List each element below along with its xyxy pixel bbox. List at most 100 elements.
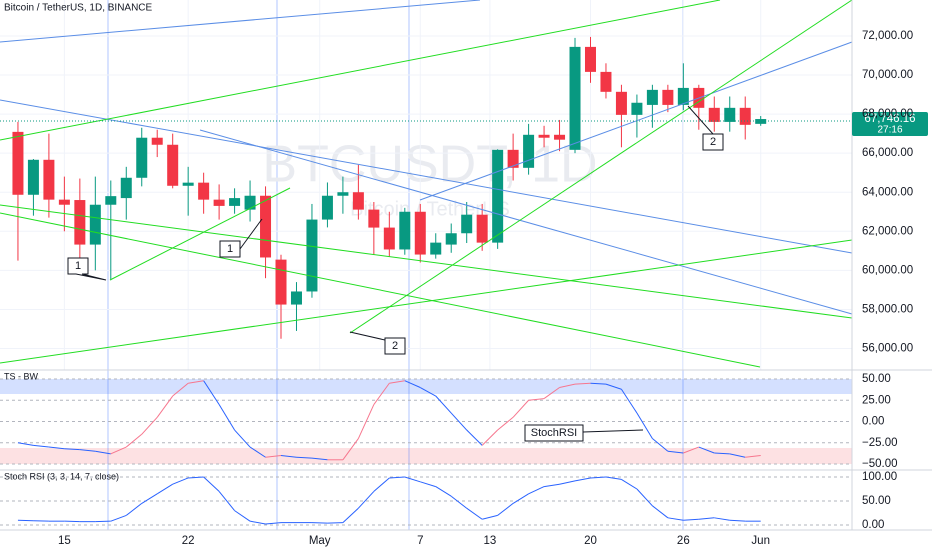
line-segment xyxy=(172,382,189,397)
line-segment xyxy=(342,507,359,523)
x-tick-label: 20 xyxy=(584,535,597,547)
line-segment xyxy=(95,450,111,455)
candle-body xyxy=(321,195,333,220)
candle-body xyxy=(229,198,241,206)
annotation: 2 xyxy=(710,136,716,148)
line-segment xyxy=(652,505,669,519)
line-segment xyxy=(636,412,653,439)
line-segment xyxy=(652,438,669,452)
line-segment xyxy=(683,518,699,521)
x-tick-label: 15 xyxy=(58,535,71,547)
line-segment xyxy=(311,457,328,461)
line-segment xyxy=(574,477,591,482)
y-tick-label: 72,000.00 xyxy=(862,30,913,42)
line-segment xyxy=(698,446,715,454)
line-segment xyxy=(698,517,715,520)
line-segment xyxy=(249,520,266,525)
line-segment xyxy=(64,448,80,451)
candle-body xyxy=(12,131,24,195)
candle-body xyxy=(492,149,504,243)
line-segment xyxy=(156,483,173,495)
candle-body xyxy=(213,199,225,206)
line-segment xyxy=(559,480,576,485)
annotation: StochRSI xyxy=(531,427,577,439)
line-segment xyxy=(110,514,127,522)
line-segment xyxy=(450,412,468,431)
watermark-symbol: BTCUSDT, 1D xyxy=(262,136,597,194)
annotation: 1 xyxy=(227,243,233,255)
line-segment xyxy=(574,382,591,385)
candle-body xyxy=(275,259,287,305)
x-tick-label: 26 xyxy=(677,535,690,547)
candle-body xyxy=(182,182,194,186)
candle-body xyxy=(368,209,380,228)
y-tick-label: 50.00 xyxy=(862,373,891,385)
candle-body xyxy=(507,149,519,168)
y-tick-label: −50.00 xyxy=(862,458,898,470)
line-segment xyxy=(683,446,699,454)
candle-body xyxy=(352,192,364,210)
line-segment xyxy=(435,486,452,497)
line-segment xyxy=(358,491,375,509)
candle-body xyxy=(290,291,302,305)
candle-body xyxy=(43,159,55,200)
y-tick-label: 68,000.00 xyxy=(862,108,913,120)
candle-body xyxy=(615,91,627,115)
overbought-band xyxy=(0,379,852,394)
line-segment xyxy=(667,450,684,454)
candle-body xyxy=(677,87,689,105)
candle-body xyxy=(708,107,720,122)
line-segment xyxy=(404,380,421,388)
y-tick-label: −25.00 xyxy=(862,437,898,449)
line-segment xyxy=(590,476,606,479)
line-segment xyxy=(48,446,65,450)
candle-body xyxy=(306,219,318,292)
line-segment xyxy=(172,477,189,485)
candle-body xyxy=(414,211,426,255)
line-segment xyxy=(33,444,49,448)
candle-body xyxy=(167,144,179,186)
y-tick-label: 50.00 xyxy=(862,495,891,507)
candle-body xyxy=(538,134,550,138)
chart-title: Bitcoin / TetherUS, 1D, BINANCE xyxy=(4,3,153,14)
line-segment xyxy=(296,456,312,459)
line-segment xyxy=(265,522,282,525)
y-tick-label: 62,000.00 xyxy=(862,225,913,237)
line-segment xyxy=(512,399,529,418)
candle-body xyxy=(136,137,148,178)
candle-body xyxy=(383,227,395,250)
x-tick-label: 22 xyxy=(182,535,195,547)
y-tick-label: 100.00 xyxy=(862,471,897,483)
line-segment xyxy=(605,476,622,480)
candle-body xyxy=(569,46,581,150)
line-segment xyxy=(389,476,405,479)
candle-body xyxy=(755,119,767,124)
y-tick-label: 58,000.00 xyxy=(862,303,913,315)
candle-body xyxy=(27,159,39,195)
trend-lines xyxy=(0,0,853,368)
line-segment xyxy=(218,404,236,431)
candle-body xyxy=(584,46,596,72)
callouts xyxy=(67,105,724,442)
candle-body xyxy=(600,71,612,92)
line-segment xyxy=(543,387,560,399)
plot xyxy=(0,0,852,526)
candle-body xyxy=(151,137,163,145)
line-segment xyxy=(729,519,746,522)
line-segment xyxy=(141,493,158,504)
line-segment xyxy=(481,429,498,446)
candle-body xyxy=(662,89,674,105)
y-tick-label: 0.00 xyxy=(862,519,884,531)
line-segment xyxy=(373,477,390,492)
candle-body xyxy=(631,102,643,115)
line-segment xyxy=(714,452,730,455)
line-segment xyxy=(714,517,730,521)
line-segment xyxy=(621,388,638,414)
y-tick-label: 56,000.00 xyxy=(862,343,913,355)
y-tick-label: 64,000.00 xyxy=(862,186,913,198)
pane-title: TS - BW xyxy=(4,371,39,381)
candle-body xyxy=(89,204,101,245)
y-tick-label: 25.00 xyxy=(862,394,891,406)
